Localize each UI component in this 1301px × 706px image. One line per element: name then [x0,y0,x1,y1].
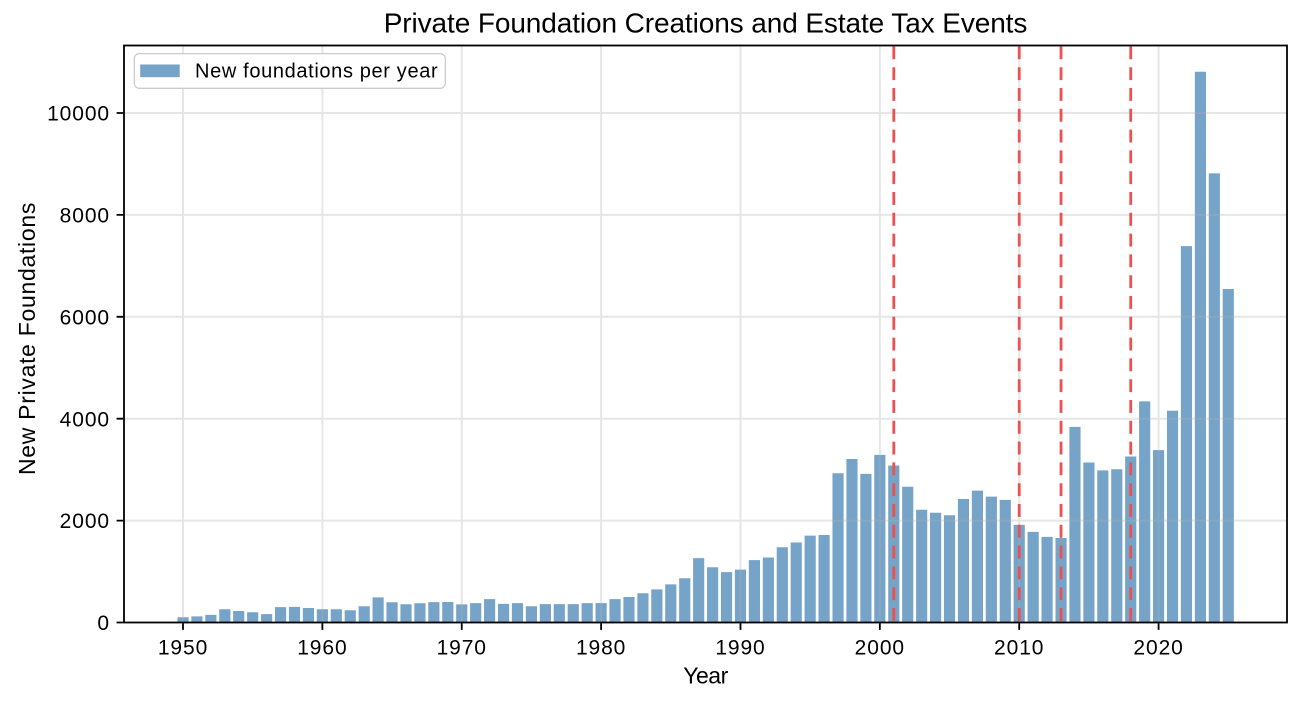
svg-text:1980: 1980 [576,636,626,659]
svg-text:2000: 2000 [855,636,905,659]
svg-text:2000: 2000 [60,510,110,533]
svg-text:8000: 8000 [60,205,110,228]
svg-text:Private Foundation Creations a: Private Foundation Creations and Estate … [384,8,1028,39]
svg-text:1970: 1970 [437,636,487,659]
svg-text:2010: 2010 [994,636,1044,659]
svg-text:New Private Foundations: New Private Foundations [14,202,40,475]
svg-text:1960: 1960 [297,636,347,659]
svg-text:Year: Year [683,662,728,688]
svg-text:0: 0 [97,612,110,635]
svg-text:6000: 6000 [60,306,110,329]
svg-text:2020: 2020 [1133,636,1183,659]
svg-text:1950: 1950 [158,636,208,659]
svg-text:10000: 10000 [47,103,110,126]
svg-text:4000: 4000 [60,408,110,431]
svg-text:1990: 1990 [715,636,765,659]
svg-text:New foundations per year: New foundations per year [195,61,438,83]
